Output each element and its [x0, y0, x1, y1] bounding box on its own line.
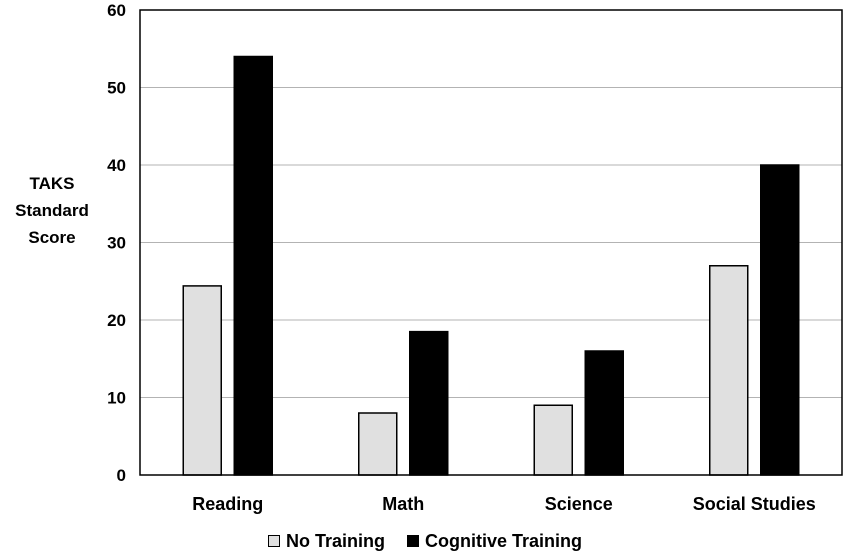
y-axis-tick-labels: 0 10 20 30 40 50 60	[107, 1, 126, 485]
y-axis-label-line-1: TAKS	[29, 174, 75, 193]
y-tick-label: 50	[107, 79, 126, 98]
y-tick-label: 10	[107, 389, 126, 408]
bar-no-training-reading	[182, 285, 222, 476]
y-tick-label: 0	[117, 466, 126, 485]
legend-swatch-no-training	[268, 535, 280, 547]
y-axis-label: TAKS Standard Score	[4, 170, 100, 251]
x-axis-tick-labels: Reading Math Science Social Studies	[192, 494, 816, 514]
bar-no-training-science	[533, 404, 573, 476]
bar-group	[182, 55, 800, 476]
x-tick-label: Math	[382, 494, 424, 514]
y-tick-label: 20	[107, 311, 126, 330]
x-tick-label: Social Studies	[693, 494, 816, 514]
y-axis-label-line-3: Score	[28, 228, 76, 247]
legend: No Training Cognitive Training	[268, 530, 604, 552]
legend-label-no-training: No Training	[286, 530, 385, 551]
bar-no-training-social-studies	[709, 265, 749, 476]
legend-swatch-cognitive-training	[407, 535, 419, 547]
legend-label-cognitive-training: Cognitive Training	[425, 530, 583, 551]
bar-no-training-math	[358, 412, 398, 476]
bar-cognitive-training-math	[409, 330, 449, 476]
y-tick-label: 60	[107, 1, 126, 20]
bar-cognitive-training-reading	[233, 55, 273, 476]
x-tick-label: Reading	[192, 494, 263, 514]
y-axis-label-line-2: Standard	[15, 201, 89, 220]
bar-cognitive-training-social-studies	[760, 164, 800, 476]
x-tick-label: Science	[545, 494, 613, 514]
y-tick-label: 40	[107, 156, 126, 175]
legend-item-cognitive-training: Cognitive Training	[407, 531, 582, 552]
y-tick-label: 30	[107, 234, 126, 253]
legend-item-no-training: No Training	[268, 531, 385, 552]
plot-area-frame	[139, 9, 843, 476]
bar-cognitive-training-science	[584, 350, 624, 476]
